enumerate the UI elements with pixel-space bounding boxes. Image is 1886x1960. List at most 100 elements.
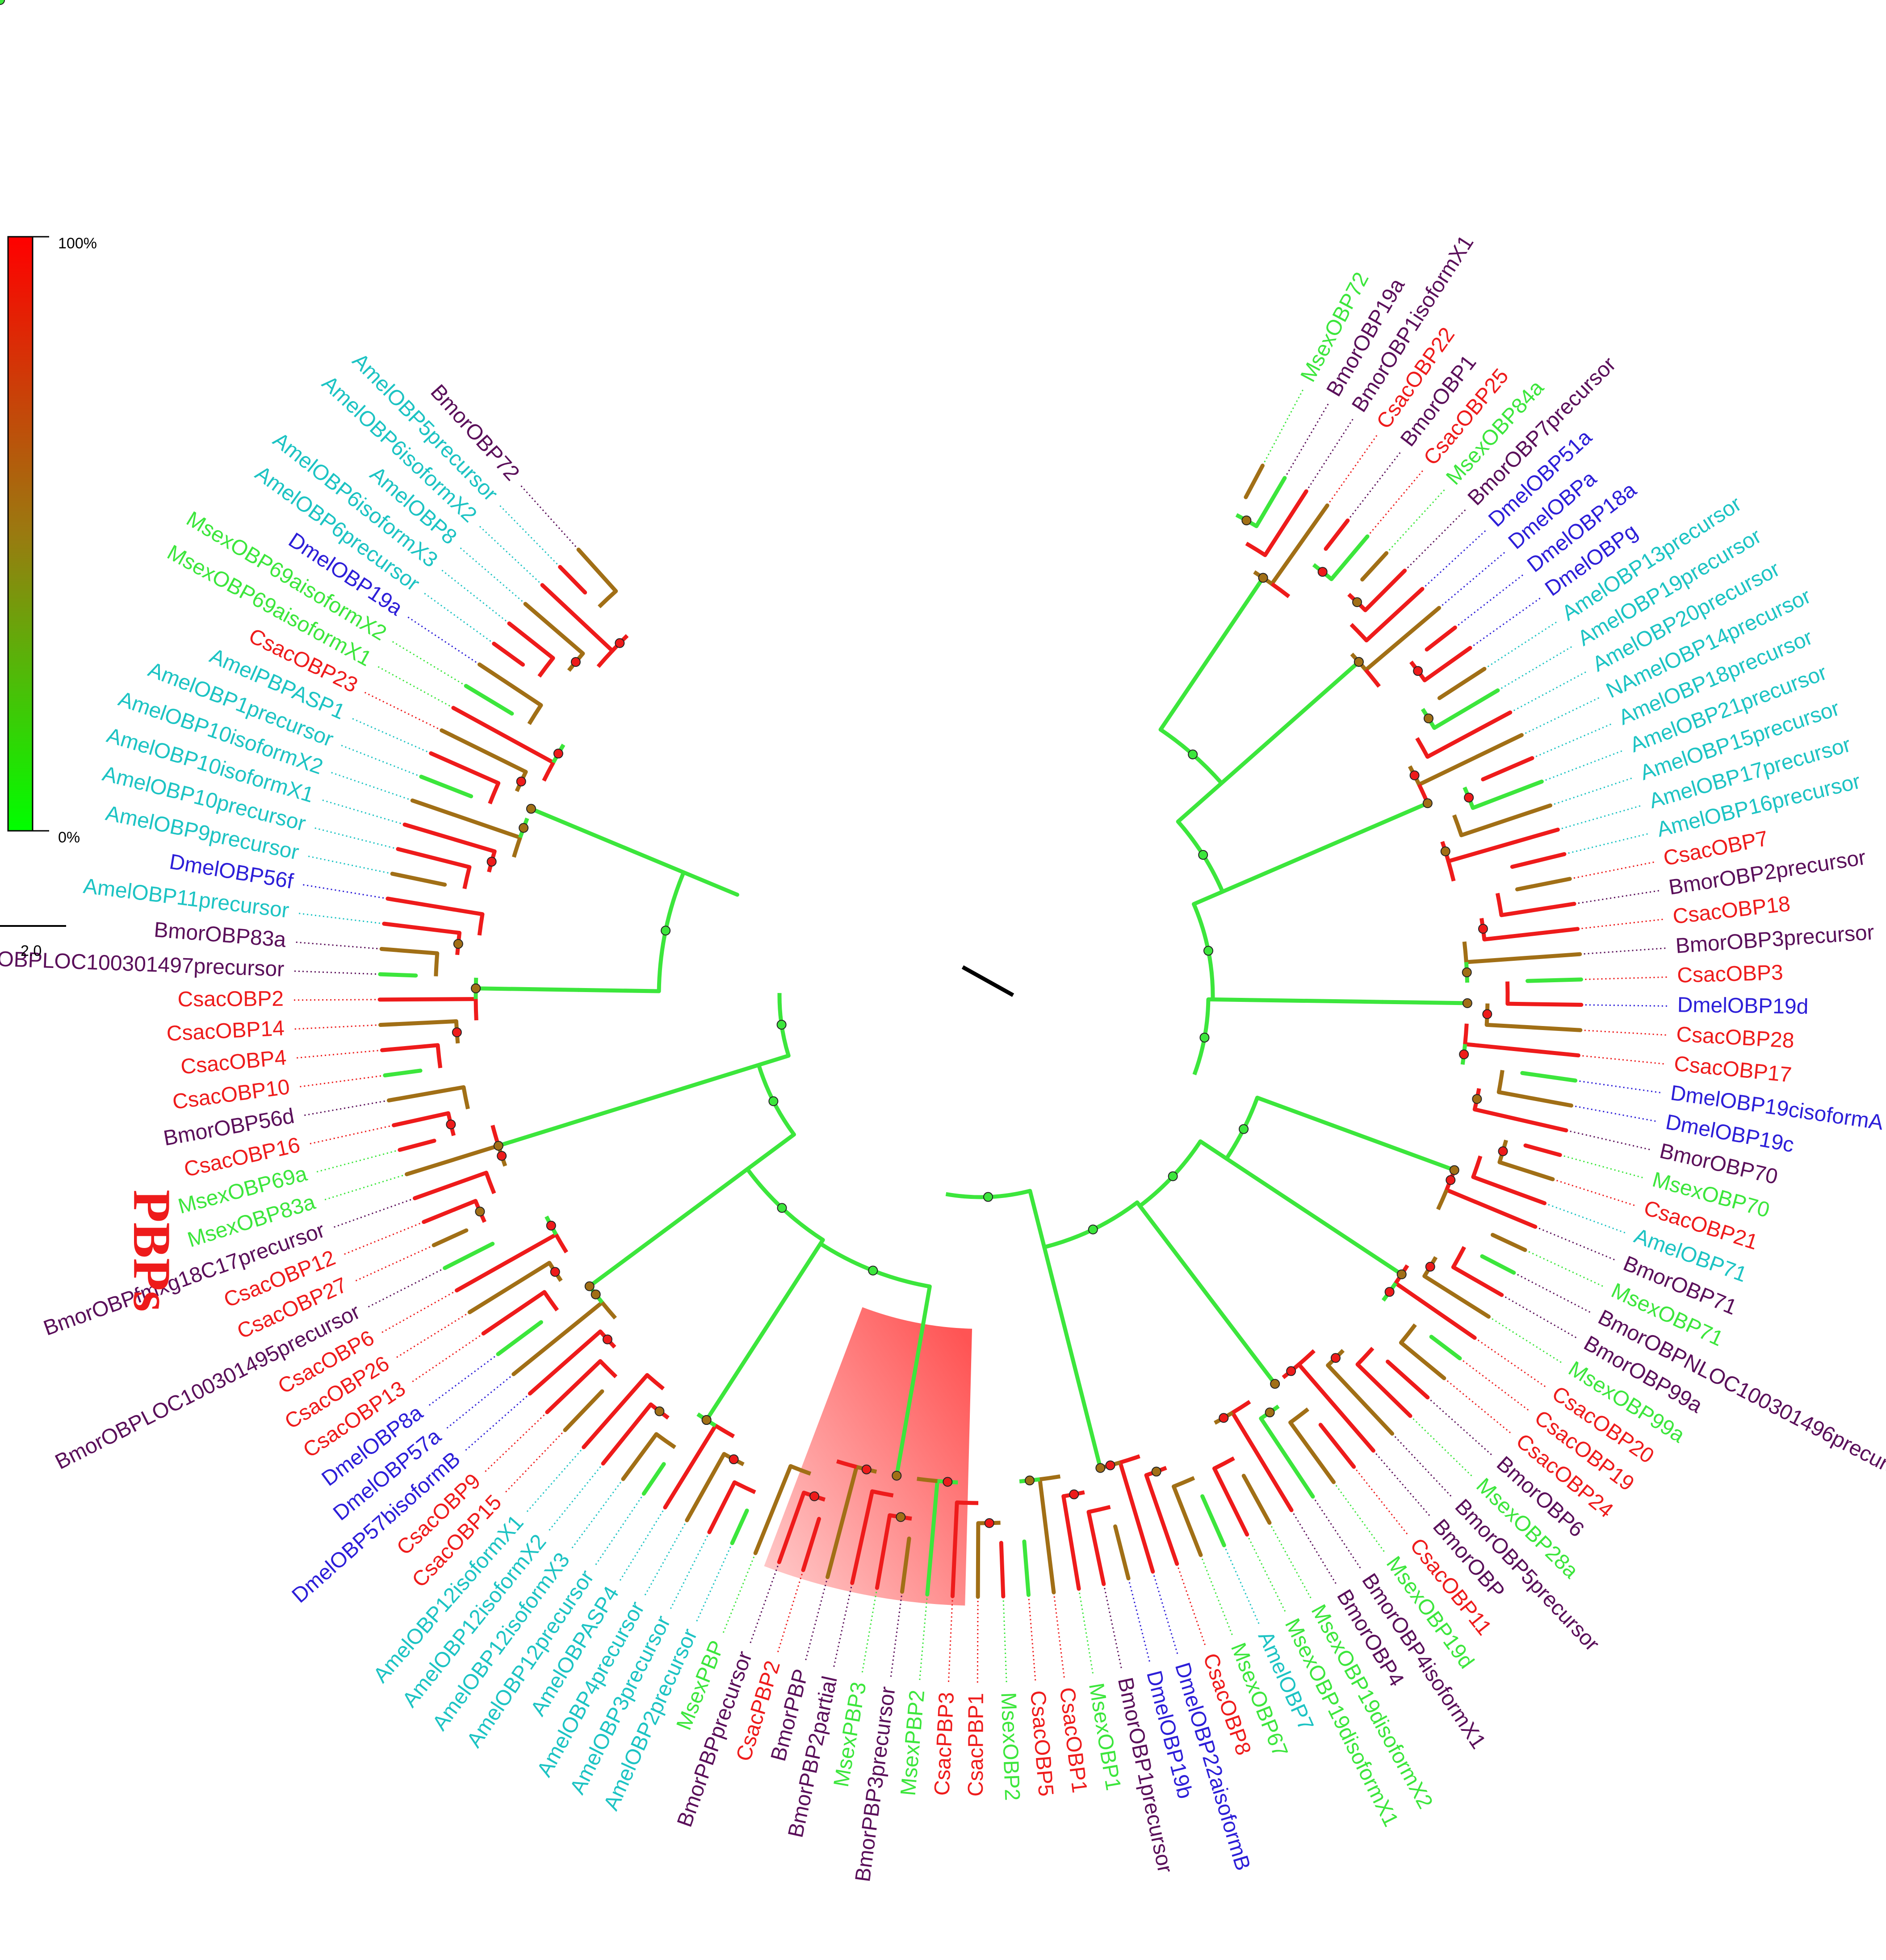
tip-branch bbox=[382, 921, 462, 935]
tip-branch bbox=[1437, 666, 1487, 700]
support-node bbox=[1384, 1287, 1395, 1297]
tip-branch bbox=[1212, 1466, 1249, 1537]
leaf-connector bbox=[570, 1478, 624, 1550]
leaf-connector bbox=[1373, 1450, 1431, 1517]
tip-branch bbox=[398, 1139, 436, 1152]
tip-branch bbox=[1061, 1494, 1081, 1591]
tip-branch bbox=[685, 1452, 726, 1523]
leaf-connector bbox=[947, 1596, 953, 1684]
leaf-connector bbox=[298, 1075, 385, 1088]
leaf-connector bbox=[1474, 1337, 1547, 1388]
tip-branch bbox=[925, 1479, 939, 1597]
leaf-connector bbox=[1410, 1415, 1473, 1478]
tip-branch bbox=[378, 1019, 458, 1027]
root-branch bbox=[961, 965, 1014, 997]
leaf-connector bbox=[669, 1532, 710, 1610]
group-stem bbox=[1260, 660, 1361, 750]
leaf-connector bbox=[722, 1553, 756, 1634]
tip-branch bbox=[402, 822, 497, 854]
tip-branch bbox=[1399, 1340, 1446, 1381]
tip-branch bbox=[1505, 1001, 1584, 1007]
leaf-label: BmorOBPLOC100301497precursor bbox=[0, 945, 285, 981]
clade-arc bbox=[714, 1424, 735, 1438]
clade-arc bbox=[600, 1301, 617, 1320]
backbone-stem bbox=[1135, 1200, 1226, 1319]
group-stem bbox=[587, 1218, 681, 1289]
leaf-label: CsacOBP5 bbox=[1026, 1690, 1058, 1797]
tip-branch bbox=[1471, 1175, 1547, 1206]
leaf-connector bbox=[1391, 1433, 1453, 1498]
leaf-connector bbox=[1027, 1595, 1036, 1682]
backbone-stem bbox=[1028, 1189, 1075, 1362]
tip-branch bbox=[1526, 977, 1583, 983]
leaf-connector bbox=[1559, 1154, 1644, 1179]
leaf-label: CsacOBP28 bbox=[1676, 1022, 1795, 1053]
tip-branch bbox=[1480, 1254, 1516, 1275]
leaf-connector bbox=[1366, 469, 1424, 537]
tip-branch bbox=[850, 1489, 875, 1585]
support-node bbox=[446, 1119, 456, 1130]
tip-branch bbox=[511, 1300, 604, 1376]
leaf-connector bbox=[1550, 777, 1633, 806]
leaf-connector bbox=[484, 1411, 548, 1473]
leaf-connector bbox=[1535, 1226, 1616, 1261]
support-node bbox=[729, 1454, 739, 1465]
group-stem bbox=[1071, 1357, 1102, 1470]
tip-branch bbox=[410, 798, 522, 840]
group-stem bbox=[1221, 1314, 1277, 1386]
leaf-connector bbox=[395, 1311, 470, 1359]
tip-branch bbox=[1481, 756, 1534, 782]
tip-branch bbox=[545, 1359, 603, 1414]
group-stem bbox=[1331, 1123, 1457, 1173]
support-node bbox=[1024, 1475, 1035, 1486]
tip-branch bbox=[1520, 1071, 1578, 1083]
tip-branch bbox=[422, 1199, 478, 1224]
leaf-connector bbox=[1544, 1202, 1627, 1234]
clade-arc bbox=[1213, 1456, 1235, 1470]
support-node bbox=[1069, 1489, 1079, 1499]
leaf-connector bbox=[1566, 1130, 1651, 1151]
group-stem bbox=[1269, 1186, 1404, 1277]
support-node bbox=[1422, 798, 1433, 808]
leaf-connector bbox=[308, 1124, 394, 1145]
support-node bbox=[1239, 1124, 1249, 1134]
tip-branch bbox=[1515, 877, 1572, 892]
leaf-label: CsacOBP18 bbox=[1672, 892, 1791, 929]
leaf-connector bbox=[1580, 947, 1667, 955]
leaf-connector bbox=[1200, 1554, 1233, 1637]
clade-arc bbox=[872, 1489, 894, 1498]
tip-branch bbox=[1086, 1510, 1106, 1586]
clade-arc bbox=[1356, 1347, 1375, 1366]
tip-branch bbox=[1200, 1494, 1226, 1548]
leaf-connector bbox=[423, 592, 495, 645]
tip-branch bbox=[477, 662, 543, 708]
support-node bbox=[984, 1518, 994, 1528]
leaf-connector bbox=[1569, 861, 1655, 880]
tip-branch bbox=[507, 621, 555, 660]
leaf-connector bbox=[1291, 1510, 1337, 1585]
backbone-stem bbox=[1255, 1096, 1335, 1128]
backbone-stem bbox=[645, 1053, 791, 1101]
clade-arc bbox=[1270, 582, 1291, 599]
leaf-connector bbox=[1078, 1588, 1094, 1675]
clade-arc bbox=[1231, 1400, 1251, 1415]
leaf-connector bbox=[1454, 574, 1525, 628]
leaf-connector bbox=[1497, 645, 1573, 691]
tip-branch bbox=[1118, 1460, 1155, 1574]
group-stem bbox=[1298, 801, 1430, 860]
leaf-connector bbox=[1152, 1571, 1179, 1655]
tip-branch bbox=[1326, 1363, 1395, 1436]
leaf-label: MsexPBP2 bbox=[897, 1689, 930, 1797]
legend-min-label: 0% bbox=[58, 829, 80, 846]
clade-arc bbox=[1245, 541, 1266, 557]
support-node bbox=[546, 1220, 556, 1231]
leaf-connector bbox=[354, 1244, 434, 1282]
support-node bbox=[526, 804, 536, 814]
support-node bbox=[1219, 1413, 1229, 1423]
backbone-stem bbox=[1191, 856, 1303, 906]
leaf-connector bbox=[330, 771, 413, 801]
group-stem bbox=[1380, 1000, 1470, 1005]
tip-branch bbox=[1324, 518, 1350, 551]
leaf-connector bbox=[1564, 833, 1649, 855]
leaf-connector bbox=[391, 640, 466, 687]
